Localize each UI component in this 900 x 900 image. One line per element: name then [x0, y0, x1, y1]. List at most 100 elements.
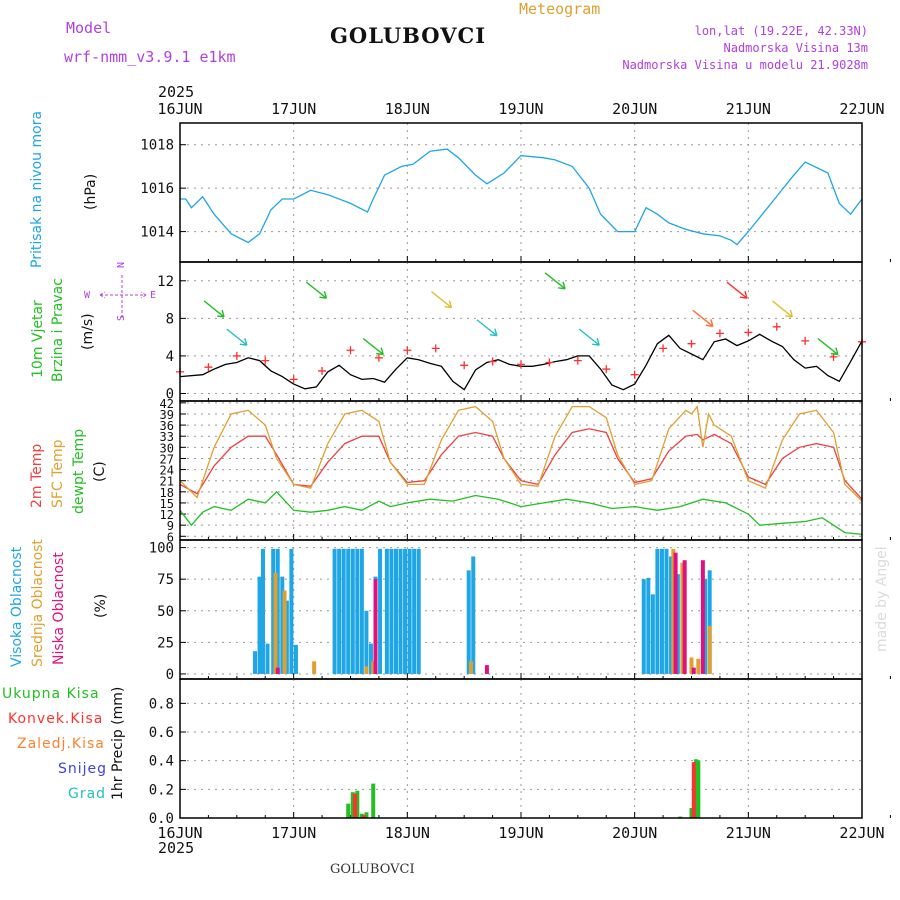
bar-clouds	[650, 594, 655, 674]
y-tick-label: 9	[167, 519, 174, 533]
wind-arrow	[305, 281, 328, 299]
gust-marker	[431, 344, 440, 353]
bar-clouds	[280, 576, 285, 674]
bar-precip	[346, 803, 351, 818]
y-tick-label: 12	[157, 274, 174, 290]
y-tick-label: 50	[157, 604, 174, 620]
bar-clouds	[398, 548, 403, 674]
bar-clouds	[703, 579, 708, 674]
bar-clouds	[350, 548, 355, 674]
bar-precip	[362, 815, 367, 818]
bar-clouds	[641, 579, 646, 674]
gust-marker	[687, 339, 696, 348]
legend-hail: Grad	[68, 786, 107, 802]
series-line-sfc	[179, 404, 863, 502]
x-tick-label-top: 21JUN	[726, 100, 771, 118]
wind-arrow	[362, 337, 384, 356]
bar-clouds	[393, 548, 398, 674]
y-tick-label: 27	[160, 452, 174, 466]
bar-clouds	[484, 665, 489, 674]
gust-marker	[346, 346, 355, 355]
bar-clouds	[707, 625, 712, 674]
wind-arrow	[430, 291, 453, 309]
bar-precip	[364, 812, 369, 818]
y-tick-label: 33	[160, 430, 174, 444]
wind-arrow	[476, 319, 498, 337]
bar-clouds	[364, 666, 369, 674]
y-tick-label: 4	[166, 349, 174, 365]
year-label-top: 2025	[158, 83, 195, 101]
panel-frame	[179, 122, 863, 263]
coordinates: lon,lat (19.22E, 42.33N)	[694, 24, 868, 38]
bar-clouds	[384, 548, 389, 674]
bar-clouds	[378, 548, 383, 674]
bar-clouds	[265, 643, 270, 674]
bar-clouds	[680, 562, 685, 674]
chart-title: Meteogram	[519, 0, 601, 18]
bar-clouds	[407, 548, 412, 674]
bar-clouds	[371, 661, 376, 674]
panel-frame	[179, 678, 863, 819]
bar-clouds	[664, 548, 669, 674]
legend-snow: Snijeg	[58, 761, 108, 777]
y-tick-label: 42	[160, 397, 174, 411]
gust-marker	[261, 356, 270, 365]
wind-arrow	[692, 309, 714, 328]
wind-arrow	[817, 337, 839, 356]
panel-frame	[179, 261, 863, 402]
y-tick-label: 36	[160, 419, 174, 433]
bar-precip	[689, 807, 694, 818]
bar-clouds	[471, 556, 476, 674]
gust-marker	[232, 351, 241, 360]
y-tick-label: 0.6	[149, 725, 174, 741]
bar-clouds	[257, 576, 262, 674]
bar-clouds	[691, 667, 696, 674]
bar-clouds	[655, 548, 660, 674]
gust-marker	[801, 336, 810, 345]
bar-clouds	[416, 548, 421, 674]
bar-clouds	[646, 577, 651, 674]
x-tick-label-bottom: 17JUN	[271, 824, 316, 842]
gust-marker	[488, 357, 497, 366]
x-tick-label-top: 20JUN	[612, 100, 657, 118]
series-line-wind_speed	[179, 333, 863, 391]
x-tick-label-bottom: 22JUN	[839, 824, 884, 842]
y-tick-label: 1018	[140, 138, 174, 154]
panel-pressure	[179, 122, 891, 263]
compass-n: N	[116, 262, 127, 268]
gust-marker	[744, 328, 753, 337]
gust-marker	[573, 356, 582, 365]
bar-clouds	[696, 658, 701, 674]
bar-precip	[353, 793, 358, 818]
bar-clouds	[689, 657, 694, 674]
bar-clouds	[707, 570, 712, 674]
y-tick-label: 0.8	[149, 696, 174, 712]
bar-precip	[694, 759, 699, 818]
y-tick-label: 1016	[140, 181, 174, 197]
bar-clouds	[368, 643, 373, 674]
bar-precip	[350, 792, 355, 818]
bar-clouds	[671, 548, 676, 674]
y-tick-label: 18	[160, 486, 174, 500]
bar-clouds	[373, 579, 378, 674]
x-tick-label-bottom: 16JUN	[157, 824, 202, 842]
wind-arrow	[771, 300, 794, 318]
gust-marker	[517, 360, 525, 369]
gust-marker	[204, 363, 213, 372]
gust-marker	[374, 353, 383, 362]
panel-wind	[176, 261, 891, 402]
x-tick-label-bottom: 21JUN	[726, 824, 771, 842]
y-tick-label: 0	[166, 667, 174, 683]
model-name: wrf-nmm_v3.9.1 e1km	[64, 48, 236, 66]
station-title: GOLUBOVCI	[330, 23, 487, 48]
bar-clouds	[332, 548, 337, 674]
gust-marker	[403, 346, 412, 355]
x-tick-label-bottom: 18JUN	[385, 824, 430, 842]
compass-w: W	[84, 290, 91, 301]
y-tick-label: 1014	[140, 225, 174, 241]
bar-clouds	[673, 552, 678, 674]
bar-clouds	[659, 548, 664, 674]
y-tick-label: 0.0	[149, 811, 174, 827]
y-tick-label: 21	[160, 475, 174, 489]
